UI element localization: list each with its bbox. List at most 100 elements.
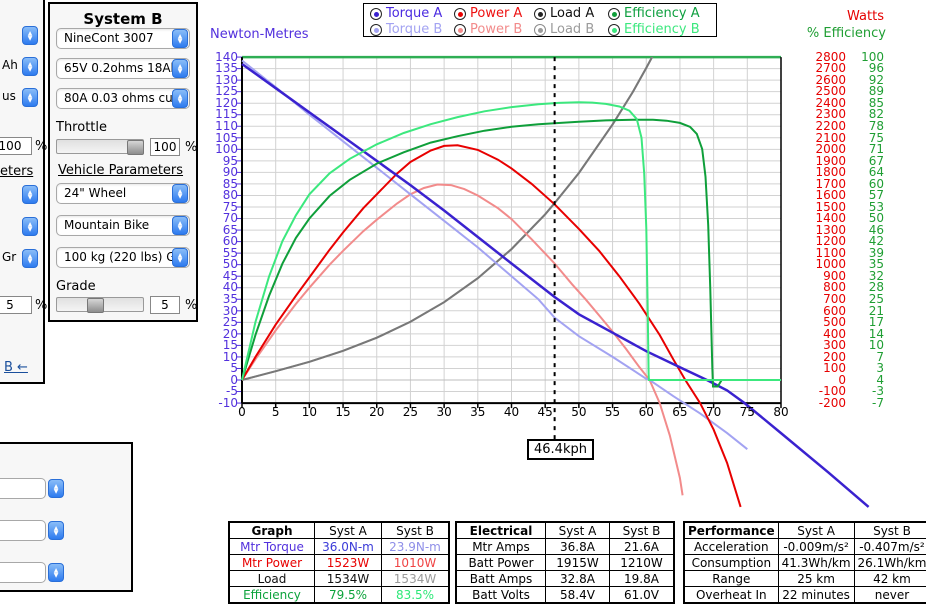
axis-tick-label: 80 bbox=[773, 405, 789, 419]
table-row: Overheat In 22 minutes never bbox=[683, 586, 926, 604]
legend-item-efficiency-a[interactable]: Efficiency A bbox=[608, 6, 720, 22]
axis-tick-label: 60 bbox=[868, 176, 884, 191]
throttle-input[interactable]: 100 bbox=[150, 138, 180, 156]
axis-tick-label: 21 bbox=[868, 303, 884, 318]
radio-icon[interactable] bbox=[534, 8, 546, 20]
controller-select[interactable]: 80A 0.03 ohms cus ▲ ▼ bbox=[56, 88, 190, 109]
legend-item-label: Efficiency B bbox=[624, 22, 700, 37]
wheel-select-stepper-icon[interactable]: ▲ ▼ bbox=[22, 185, 38, 204]
controller-select-stepper-icon[interactable]: ▲ ▼ bbox=[172, 89, 188, 108]
battery-select-stepper-icon[interactable]: ▲ ▼ bbox=[22, 57, 38, 76]
controller-select-stepper-icon[interactable]: ▲ ▼ bbox=[22, 88, 38, 107]
vehicle-parameters-heading: Vehicle Parameters bbox=[58, 163, 184, 178]
table-cell: 79.5% bbox=[314, 586, 382, 604]
table-header-cell: Performance bbox=[683, 521, 779, 539]
select-stepper-icon[interactable]: ▲ ▼ bbox=[48, 479, 64, 498]
axis-tick-label: 17 bbox=[868, 315, 884, 330]
axis-tick-label: 30 bbox=[436, 405, 452, 419]
bike-select-stepper-icon[interactable]: ▲ ▼ bbox=[172, 216, 188, 235]
motor-select[interactable]: NineCont 3007 ▲ ▼ bbox=[56, 28, 190, 49]
axis-tick-label: 39 bbox=[868, 245, 884, 260]
radio-icon[interactable] bbox=[534, 24, 546, 36]
axis-tick-label: 60 bbox=[222, 234, 238, 249]
wheel-select[interactable]: 24" Wheel ▲ ▼ bbox=[56, 183, 190, 204]
throttle-slider-thumb[interactable] bbox=[127, 140, 144, 155]
axis-tick-label: 2600 bbox=[815, 72, 846, 87]
select-stepper-icon[interactable]: ▲ ▼ bbox=[48, 563, 64, 582]
radio-dot-icon bbox=[457, 11, 463, 17]
vehicle-parameters-heading-fragment: eters bbox=[0, 164, 34, 179]
axis-tick-label: 67 bbox=[868, 153, 884, 168]
weight-select-stepper-icon[interactable]: ▲ ▼ bbox=[22, 249, 38, 268]
radio-icon[interactable] bbox=[370, 24, 382, 36]
axis-tick-label: 2400 bbox=[815, 95, 846, 110]
radio-icon[interactable] bbox=[608, 24, 620, 36]
axis-tick-label: 65 bbox=[672, 405, 688, 419]
grade-unit-label: % bbox=[185, 298, 198, 313]
table-header-cell: Syst A bbox=[545, 521, 610, 539]
throttle-unit-label: % bbox=[35, 139, 48, 154]
legend-item-load-a[interactable]: Load A bbox=[534, 6, 608, 22]
controller-select-value: 80A 0.03 ohms cus bbox=[64, 91, 179, 105]
axis-tick-label: 600 bbox=[823, 303, 846, 318]
table-header-cell: Electrical bbox=[455, 521, 546, 539]
radio-icon[interactable] bbox=[454, 8, 466, 20]
axis-tick-label: -10 bbox=[218, 395, 238, 410]
select-stepper-icon[interactable]: ▲ ▼ bbox=[48, 521, 64, 540]
radio-icon[interactable] bbox=[454, 24, 466, 36]
motor-select-value: NineCont 3007 bbox=[64, 31, 154, 45]
bike-select-value: Mountain Bike bbox=[64, 218, 150, 232]
electrical-table: Electrical Syst A Syst B Mtr Amps 36.8A 21.6A… bbox=[455, 521, 675, 604]
axis-tick-label: 5 bbox=[271, 405, 280, 419]
battery-select-stepper-icon[interactable]: ▲ ▼ bbox=[172, 59, 188, 78]
table-cell: 58.4V bbox=[545, 586, 610, 604]
legend-item-load-b[interactable]: Load B bbox=[534, 22, 608, 38]
axis-tick-label: 92 bbox=[868, 72, 884, 87]
table-row: Mtr Torque 36.0N-m 23.9N-m bbox=[228, 538, 450, 555]
legend-item-torque-a[interactable]: Torque A bbox=[370, 6, 454, 22]
radio-icon[interactable] bbox=[608, 8, 620, 20]
bike-select[interactable]: Mountain Bike ▲ ▼ bbox=[56, 215, 190, 236]
axis-tick-label: 80 bbox=[222, 188, 238, 203]
motor-select-stepper-icon[interactable]: ▲ ▼ bbox=[172, 29, 188, 48]
axis-tick-label: 1700 bbox=[815, 176, 846, 191]
axis-tick-label: 15 bbox=[222, 338, 238, 353]
chart-legend: Torque A Power A Load A Efficiency A Torque … bbox=[363, 3, 717, 37]
grade-unit-label: % bbox=[35, 298, 48, 313]
radio-icon[interactable] bbox=[370, 8, 382, 20]
axis-tick-label: 5 bbox=[230, 361, 238, 376]
select-field-fragment[interactable] bbox=[0, 562, 46, 583]
weight-select[interactable]: 100 kg (220 lbs) Gr ▲ ▼ bbox=[56, 247, 190, 268]
table-cell: 22 minutes bbox=[777, 586, 855, 604]
grade-slider[interactable] bbox=[56, 297, 144, 313]
axis-tick-label: 30 bbox=[222, 303, 238, 318]
motor-select-stepper-icon[interactable]: ▲ ▼ bbox=[22, 26, 38, 45]
battery-select-value: 65V 0.2ohms 18Ah bbox=[64, 61, 179, 75]
axis-tick-label: 46 bbox=[868, 222, 884, 237]
wheel-select-stepper-icon[interactable]: ▲ ▼ bbox=[172, 184, 188, 203]
axis-tick-label: 2700 bbox=[815, 61, 846, 76]
axis-tick-label: 10 bbox=[868, 338, 884, 353]
select-field-fragment[interactable] bbox=[0, 478, 46, 499]
axis-tick-label: 82 bbox=[868, 107, 884, 122]
legend-item-efficiency-b[interactable]: Efficiency B bbox=[608, 22, 720, 38]
legend-item-torque-b[interactable]: Torque B bbox=[370, 22, 454, 38]
series-efficiency-a bbox=[241, 118, 781, 388]
legend-item-power-b[interactable]: Power B bbox=[454, 22, 534, 38]
legend-item-power-a[interactable]: Power A bbox=[454, 6, 534, 22]
grade-input[interactable]: 5 bbox=[0, 296, 32, 314]
axis-tick-label: 45 bbox=[537, 405, 553, 419]
axis-tick-label: 100 bbox=[215, 142, 238, 157]
weight-select-stepper-icon[interactable]: ▲ ▼ bbox=[172, 248, 188, 267]
copy-to-b-link[interactable]: B ← bbox=[4, 360, 28, 375]
throttle-input[interactable]: 100 bbox=[0, 137, 32, 155]
battery-select[interactable]: 65V 0.2ohms 18Ah ▲ ▼ bbox=[56, 58, 190, 79]
grade-slider-thumb[interactable] bbox=[87, 298, 104, 313]
bike-select-stepper-icon[interactable]: ▲ ▼ bbox=[22, 217, 38, 236]
grade-input[interactable]: 5 bbox=[150, 296, 180, 314]
throttle-slider[interactable] bbox=[56, 139, 144, 155]
select-field-fragment[interactable] bbox=[0, 520, 46, 541]
table-cell: 41.3Wh/km bbox=[777, 554, 855, 571]
axis-tick-label: 300 bbox=[823, 338, 846, 353]
table-cell: 36.8A bbox=[545, 538, 610, 555]
